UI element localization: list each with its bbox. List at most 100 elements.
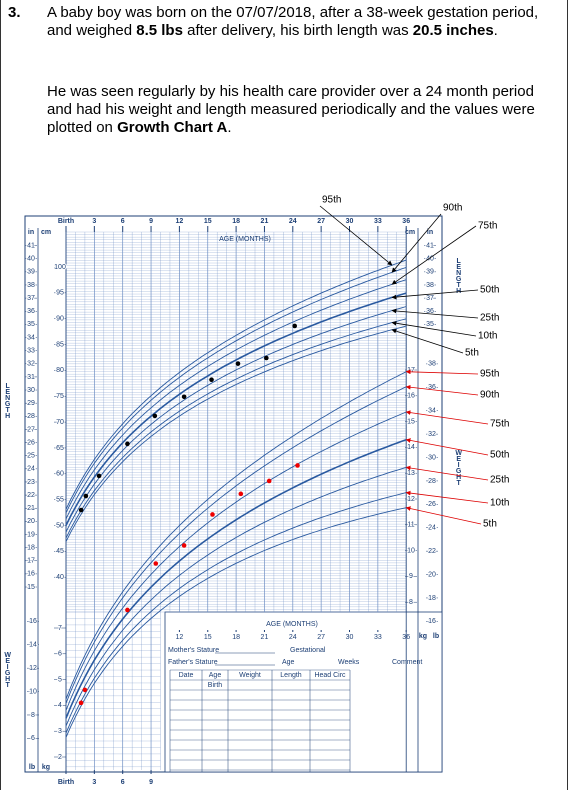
- in-tick-label: 32: [27, 361, 35, 368]
- percentile-curve: [65, 279, 407, 520]
- age-tick-label: 27: [317, 634, 325, 641]
- in-tick-label: 37: [27, 295, 35, 302]
- in-tick-label: 29: [27, 400, 35, 407]
- age-tick-label: 24: [289, 218, 297, 225]
- bold-text: Growth Chart A: [117, 119, 228, 136]
- form-text: Comment: [392, 659, 422, 666]
- in-tick-label: 36: [27, 308, 35, 315]
- percentile-label: 5th: [483, 519, 497, 530]
- in-tick-label: 37: [426, 295, 434, 302]
- kg-tick-label: 3: [58, 728, 62, 735]
- paragraph: He was seen regularly by his health care…: [47, 83, 547, 137]
- age-tick-label: 27: [317, 218, 325, 225]
- kg-tick-label: 17: [407, 367, 415, 374]
- weight-point: [153, 561, 159, 566]
- percentile-curve: [65, 259, 407, 510]
- percentile-label: 95th: [480, 369, 499, 380]
- kg-tick-label: 9: [409, 573, 413, 580]
- arrow: [405, 438, 489, 456]
- age-tick-label: 18: [232, 634, 240, 641]
- bold-text: 20.5 inches: [412, 22, 494, 39]
- in-tick-label: 35: [426, 321, 434, 328]
- percentile-curve: [65, 492, 407, 734]
- unit-label: in: [28, 229, 34, 236]
- lb-tick-label: 6: [31, 735, 35, 742]
- length-point: [96, 473, 102, 479]
- percentile-curve: [65, 266, 407, 514]
- in-tick-label: 30: [27, 387, 35, 394]
- form-text: Weight: [239, 672, 261, 679]
- in-tick-label: 39: [426, 269, 434, 276]
- form-text: Mother's Stature: [168, 647, 219, 654]
- percentile-curve: [65, 386, 407, 704]
- arrow: [405, 465, 489, 481]
- weight-point: [266, 478, 272, 484]
- side-label: LENGTH: [455, 258, 462, 294]
- question-number: 3.: [8, 4, 21, 21]
- kg-tick-label: 15: [407, 418, 415, 425]
- text: .: [227, 119, 232, 136]
- cm-tick-label: 75: [56, 393, 64, 400]
- percentile-curve: [65, 318, 407, 539]
- arrow: [405, 369, 479, 375]
- weight-point: [238, 491, 244, 497]
- age-tick-label: 12: [176, 634, 184, 641]
- form-text: Father's Stature: [168, 659, 218, 666]
- percentile-label: 10th: [478, 331, 497, 342]
- percentile-curve: [65, 325, 407, 542]
- cm-tick-label: 65: [56, 445, 64, 452]
- percentile-label: 25th: [480, 313, 499, 324]
- age-tick-label: 3: [92, 218, 96, 225]
- cm-tick-label: 50: [56, 522, 64, 529]
- lb-tick-label: 20: [428, 571, 436, 578]
- in-tick-label: 18: [27, 544, 35, 551]
- age-tick-label: 36: [402, 218, 410, 225]
- side-label: LENGTH: [4, 383, 11, 419]
- lb-tick-label: 28: [428, 478, 436, 485]
- axis-label: AGE (MONTHS): [219, 236, 271, 243]
- age-tick-label: 21: [261, 218, 269, 225]
- cm-tick-label: 40: [56, 574, 64, 581]
- length-point: [264, 355, 269, 361]
- cm-tick-label: 55: [56, 496, 64, 503]
- paragraph: A baby boy was born on the 07/07/2018, a…: [47, 4, 547, 40]
- lb-tick-label: 12: [29, 665, 37, 672]
- kg-tick-label: 5: [58, 676, 62, 683]
- form-text: Gestational: [290, 647, 326, 654]
- in-tick-label: 16: [27, 571, 35, 578]
- age-tick-label: 9: [149, 218, 153, 225]
- percentile-curve: [65, 466, 407, 727]
- lb-tick-label: 16: [428, 618, 436, 625]
- lb-tick-label: 26: [428, 501, 436, 508]
- in-tick-label: 28: [27, 413, 35, 420]
- cm-tick-label: 90: [56, 316, 64, 323]
- in-tick-label: 22: [27, 492, 35, 499]
- age-tick-label: 12: [176, 218, 184, 225]
- in-tick-label: 40: [27, 256, 35, 263]
- in-tick-label: 23: [27, 479, 35, 486]
- lb-tick-label: 34: [428, 408, 436, 415]
- percentile-curve: [65, 438, 407, 719]
- in-tick-label: 20: [27, 518, 35, 525]
- form-box: [164, 611, 443, 773]
- in-tick-label: 36: [426, 308, 434, 315]
- kg-tick-label: 12: [407, 496, 415, 503]
- lb-tick-label: 38: [428, 361, 436, 368]
- percentile-curve: [65, 411, 407, 711]
- text: .: [493, 22, 498, 39]
- lb-tick-label: 36: [428, 384, 436, 391]
- bold-text: 8.5 lbs: [136, 22, 183, 39]
- age-tick-label: 36: [402, 634, 410, 641]
- lb-tick-label: 10: [29, 688, 37, 695]
- kg-tick-label: 10: [407, 547, 415, 554]
- kg-tick-label: 8: [409, 599, 413, 606]
- lb-tick-label: 8: [31, 712, 35, 719]
- in-tick-label: 21: [27, 505, 35, 512]
- percentile-label: 50th: [480, 285, 499, 296]
- unit-label: lb: [433, 633, 439, 640]
- percentile-curve: [65, 371, 407, 700]
- in-tick-label: 34: [27, 334, 35, 341]
- length-point: [181, 394, 187, 400]
- percentile-label: 75th: [490, 419, 509, 430]
- arrow: [405, 506, 482, 525]
